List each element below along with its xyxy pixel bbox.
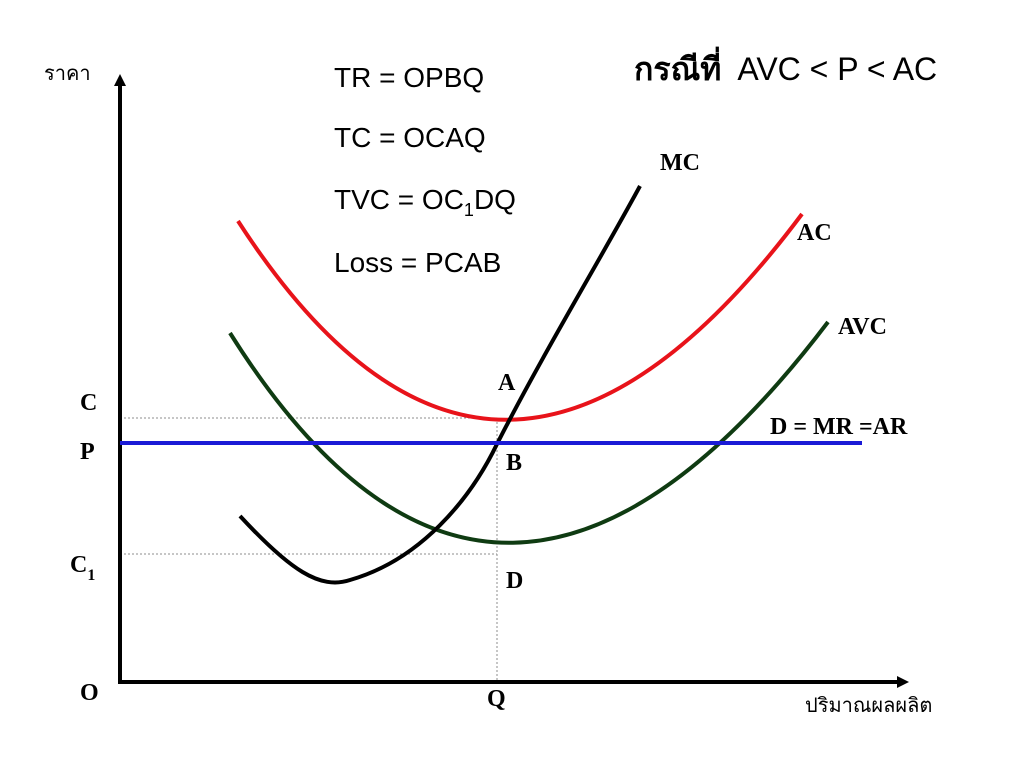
formula-tvc-prefix: TVC = OC	[334, 184, 464, 215]
demand-label: D = MR =AR	[770, 414, 908, 440]
origin-label: O	[80, 680, 99, 706]
price-label-c1: C1	[70, 552, 95, 584]
ac-label: AC	[797, 220, 832, 246]
formula-loss: Loss = PCAB	[334, 247, 501, 278]
point-a-label: A	[498, 370, 516, 396]
formula-tvc-suffix: DQ	[474, 184, 516, 215]
point-b-label: B	[506, 450, 522, 476]
title-prefix: กรณีที่	[634, 46, 721, 88]
ac-curve	[236, 212, 804, 422]
formula-tc: TC = OCAQ	[334, 122, 486, 153]
price-label-c1-main: C	[70, 552, 87, 578]
formula-tr: TR = OPBQ	[334, 62, 484, 93]
mc-curve	[238, 185, 642, 585]
avc-curve	[228, 320, 830, 545]
q-label: Q	[487, 686, 506, 712]
formula-tvc: TVC = OC1DQ	[334, 184, 516, 220]
price-label-c: C	[80, 390, 97, 416]
avc-label: AVC	[838, 314, 887, 340]
title: กรณีที่ AVC < P < AC	[634, 46, 937, 88]
y-axis-label: ราคา	[44, 61, 91, 85]
point-d-label: D	[506, 568, 523, 594]
title-condition: AVC < P < AC	[737, 51, 937, 87]
price-label-p: P	[80, 439, 95, 465]
x-axis-label: ปริมาณผลผลิต	[805, 693, 932, 717]
price-label-c1-sub: 1	[87, 567, 95, 584]
mc-label: MC	[660, 150, 700, 176]
formula-tvc-sub: 1	[464, 200, 474, 220]
